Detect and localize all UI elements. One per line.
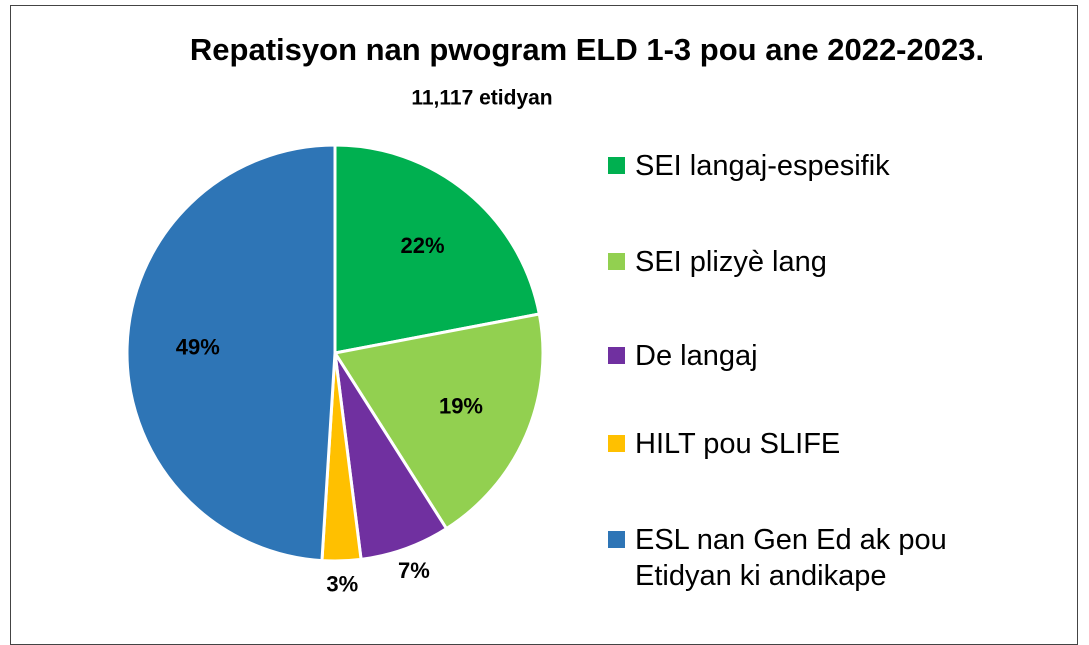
legend-item: SEI plizyè lang bbox=[608, 244, 1015, 280]
legend-label: ESL nan Gen Ed ak pou Etidyan ki andikap… bbox=[635, 524, 947, 592]
page: Repatisyon nan pwogram ELD 1-3 pou ane 2… bbox=[10, 5, 1078, 645]
pie-slice bbox=[125, 143, 337, 563]
data-label: 7% bbox=[398, 558, 430, 583]
data-label: 22% bbox=[400, 233, 444, 258]
data-label: 19% bbox=[439, 393, 483, 418]
pie-slice bbox=[333, 143, 542, 355]
data-label: 3% bbox=[326, 572, 358, 597]
legend-swatch bbox=[608, 435, 625, 452]
legend-item: HILT pou SLIFE bbox=[608, 426, 1015, 462]
legend-label: De langaj bbox=[635, 340, 758, 372]
chart-title: Repatisyon nan pwogram ELD 1-3 pou ane 2… bbox=[190, 32, 984, 67]
legend-label: SEI langaj-espesifik bbox=[635, 150, 890, 182]
data-label: 49% bbox=[176, 335, 220, 360]
legend-item: ESL nan Gen Ed ak pou Etidyan ki andikap… bbox=[608, 522, 1015, 594]
legend-label: SEI plizyè lang bbox=[635, 246, 827, 278]
pie-slice bbox=[332, 312, 545, 531]
legend-swatch bbox=[608, 531, 625, 548]
chart: Repatisyon nan pwogram ELD 1-3 pou ane 2… bbox=[125, 32, 984, 597]
legend-label: HILT pou SLIFE bbox=[635, 428, 841, 460]
legend-item: SEI langaj-espesifik bbox=[608, 148, 1015, 184]
legend-swatch bbox=[608, 347, 625, 364]
legend-item: De langaj bbox=[608, 338, 1015, 374]
legend-swatch bbox=[608, 253, 625, 270]
chart-subtitle: 11,117 etidyan bbox=[411, 87, 552, 110]
legend-swatch bbox=[608, 157, 625, 174]
